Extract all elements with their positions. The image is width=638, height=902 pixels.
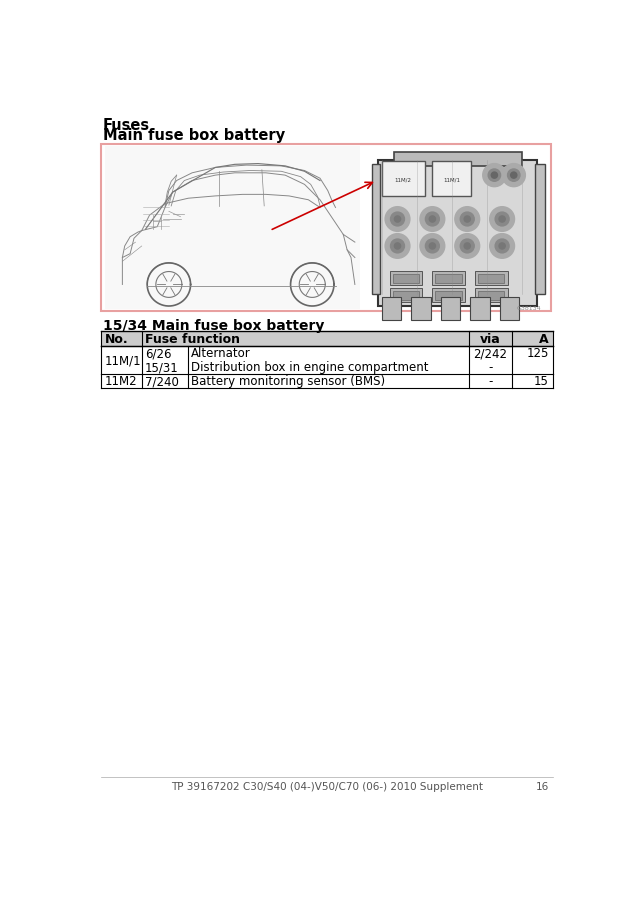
- FancyArrowPatch shape: [272, 183, 373, 230]
- Text: 15/31: 15/31: [145, 361, 179, 374]
- Circle shape: [495, 213, 509, 226]
- Circle shape: [508, 170, 520, 182]
- Bar: [105, 147, 360, 309]
- Text: 16: 16: [535, 782, 549, 792]
- Text: Fuses: Fuses: [103, 117, 150, 133]
- Text: 11M/1: 11M/1: [443, 178, 460, 182]
- Text: -: -: [488, 361, 493, 374]
- Text: Fuse function: Fuse function: [145, 333, 240, 345]
- Circle shape: [429, 244, 436, 250]
- Bar: [478, 274, 505, 283]
- Circle shape: [510, 173, 517, 179]
- Bar: [433, 272, 465, 286]
- Text: 7/240: 7/240: [145, 375, 179, 388]
- Bar: [390, 289, 422, 303]
- Text: Alternator: Alternator: [191, 347, 251, 360]
- Circle shape: [464, 216, 470, 223]
- Bar: [433, 162, 471, 197]
- Text: 15: 15: [534, 375, 549, 388]
- Bar: [433, 289, 465, 303]
- Circle shape: [390, 240, 404, 253]
- Circle shape: [460, 240, 474, 253]
- Bar: [394, 152, 521, 167]
- Text: 11M/2: 11M/2: [394, 178, 412, 182]
- Circle shape: [502, 164, 525, 188]
- Text: Battery monitoring sensor (BMS): Battery monitoring sensor (BMS): [191, 375, 385, 388]
- Text: 11M2: 11M2: [105, 375, 137, 388]
- Text: 11M/1: 11M/1: [105, 354, 141, 367]
- Bar: [470, 298, 490, 320]
- Text: No.: No.: [105, 333, 128, 345]
- Circle shape: [429, 216, 436, 223]
- Bar: [372, 164, 380, 295]
- Circle shape: [483, 164, 506, 188]
- Circle shape: [460, 213, 474, 226]
- Circle shape: [426, 240, 440, 253]
- Text: Distribution box in engine compartment: Distribution box in engine compartment: [191, 361, 429, 374]
- Bar: [101, 144, 551, 312]
- Circle shape: [495, 240, 509, 253]
- Circle shape: [390, 213, 404, 226]
- Text: 2/242: 2/242: [473, 347, 507, 360]
- Text: G38134: G38134: [516, 306, 541, 310]
- Bar: [382, 298, 401, 320]
- Circle shape: [499, 244, 505, 250]
- Text: -: -: [488, 375, 493, 388]
- Bar: [500, 298, 519, 320]
- Circle shape: [385, 235, 410, 259]
- Bar: [378, 161, 537, 307]
- Circle shape: [426, 213, 440, 226]
- Text: via: via: [480, 333, 501, 345]
- Circle shape: [464, 244, 470, 250]
- Circle shape: [490, 207, 514, 232]
- Circle shape: [488, 170, 501, 182]
- Bar: [441, 298, 460, 320]
- Circle shape: [455, 207, 480, 232]
- Bar: [101, 331, 553, 346]
- Bar: [382, 162, 425, 197]
- Bar: [475, 289, 508, 303]
- Bar: [436, 291, 462, 300]
- Bar: [390, 272, 422, 286]
- Text: 15/34 Main fuse box battery: 15/34 Main fuse box battery: [103, 319, 324, 333]
- Text: 6/26: 6/26: [145, 347, 172, 360]
- Bar: [393, 291, 419, 300]
- Circle shape: [394, 216, 401, 223]
- Circle shape: [420, 207, 445, 232]
- Circle shape: [490, 235, 514, 259]
- Bar: [475, 272, 508, 286]
- Circle shape: [385, 207, 410, 232]
- Bar: [393, 274, 419, 283]
- Circle shape: [455, 235, 480, 259]
- Text: TP 39167202 C30/S40 (04-)V50/C70 (06-) 2010 Supplement: TP 39167202 C30/S40 (04-)V50/C70 (06-) 2…: [171, 782, 483, 792]
- Bar: [436, 274, 462, 283]
- Bar: [478, 291, 505, 300]
- Bar: [412, 298, 431, 320]
- Bar: [535, 164, 545, 295]
- Circle shape: [420, 235, 445, 259]
- Text: Main fuse box battery: Main fuse box battery: [103, 128, 285, 143]
- Text: A: A: [539, 333, 549, 345]
- Circle shape: [499, 216, 505, 223]
- Circle shape: [491, 173, 498, 179]
- Text: 125: 125: [526, 347, 549, 360]
- Circle shape: [394, 244, 401, 250]
